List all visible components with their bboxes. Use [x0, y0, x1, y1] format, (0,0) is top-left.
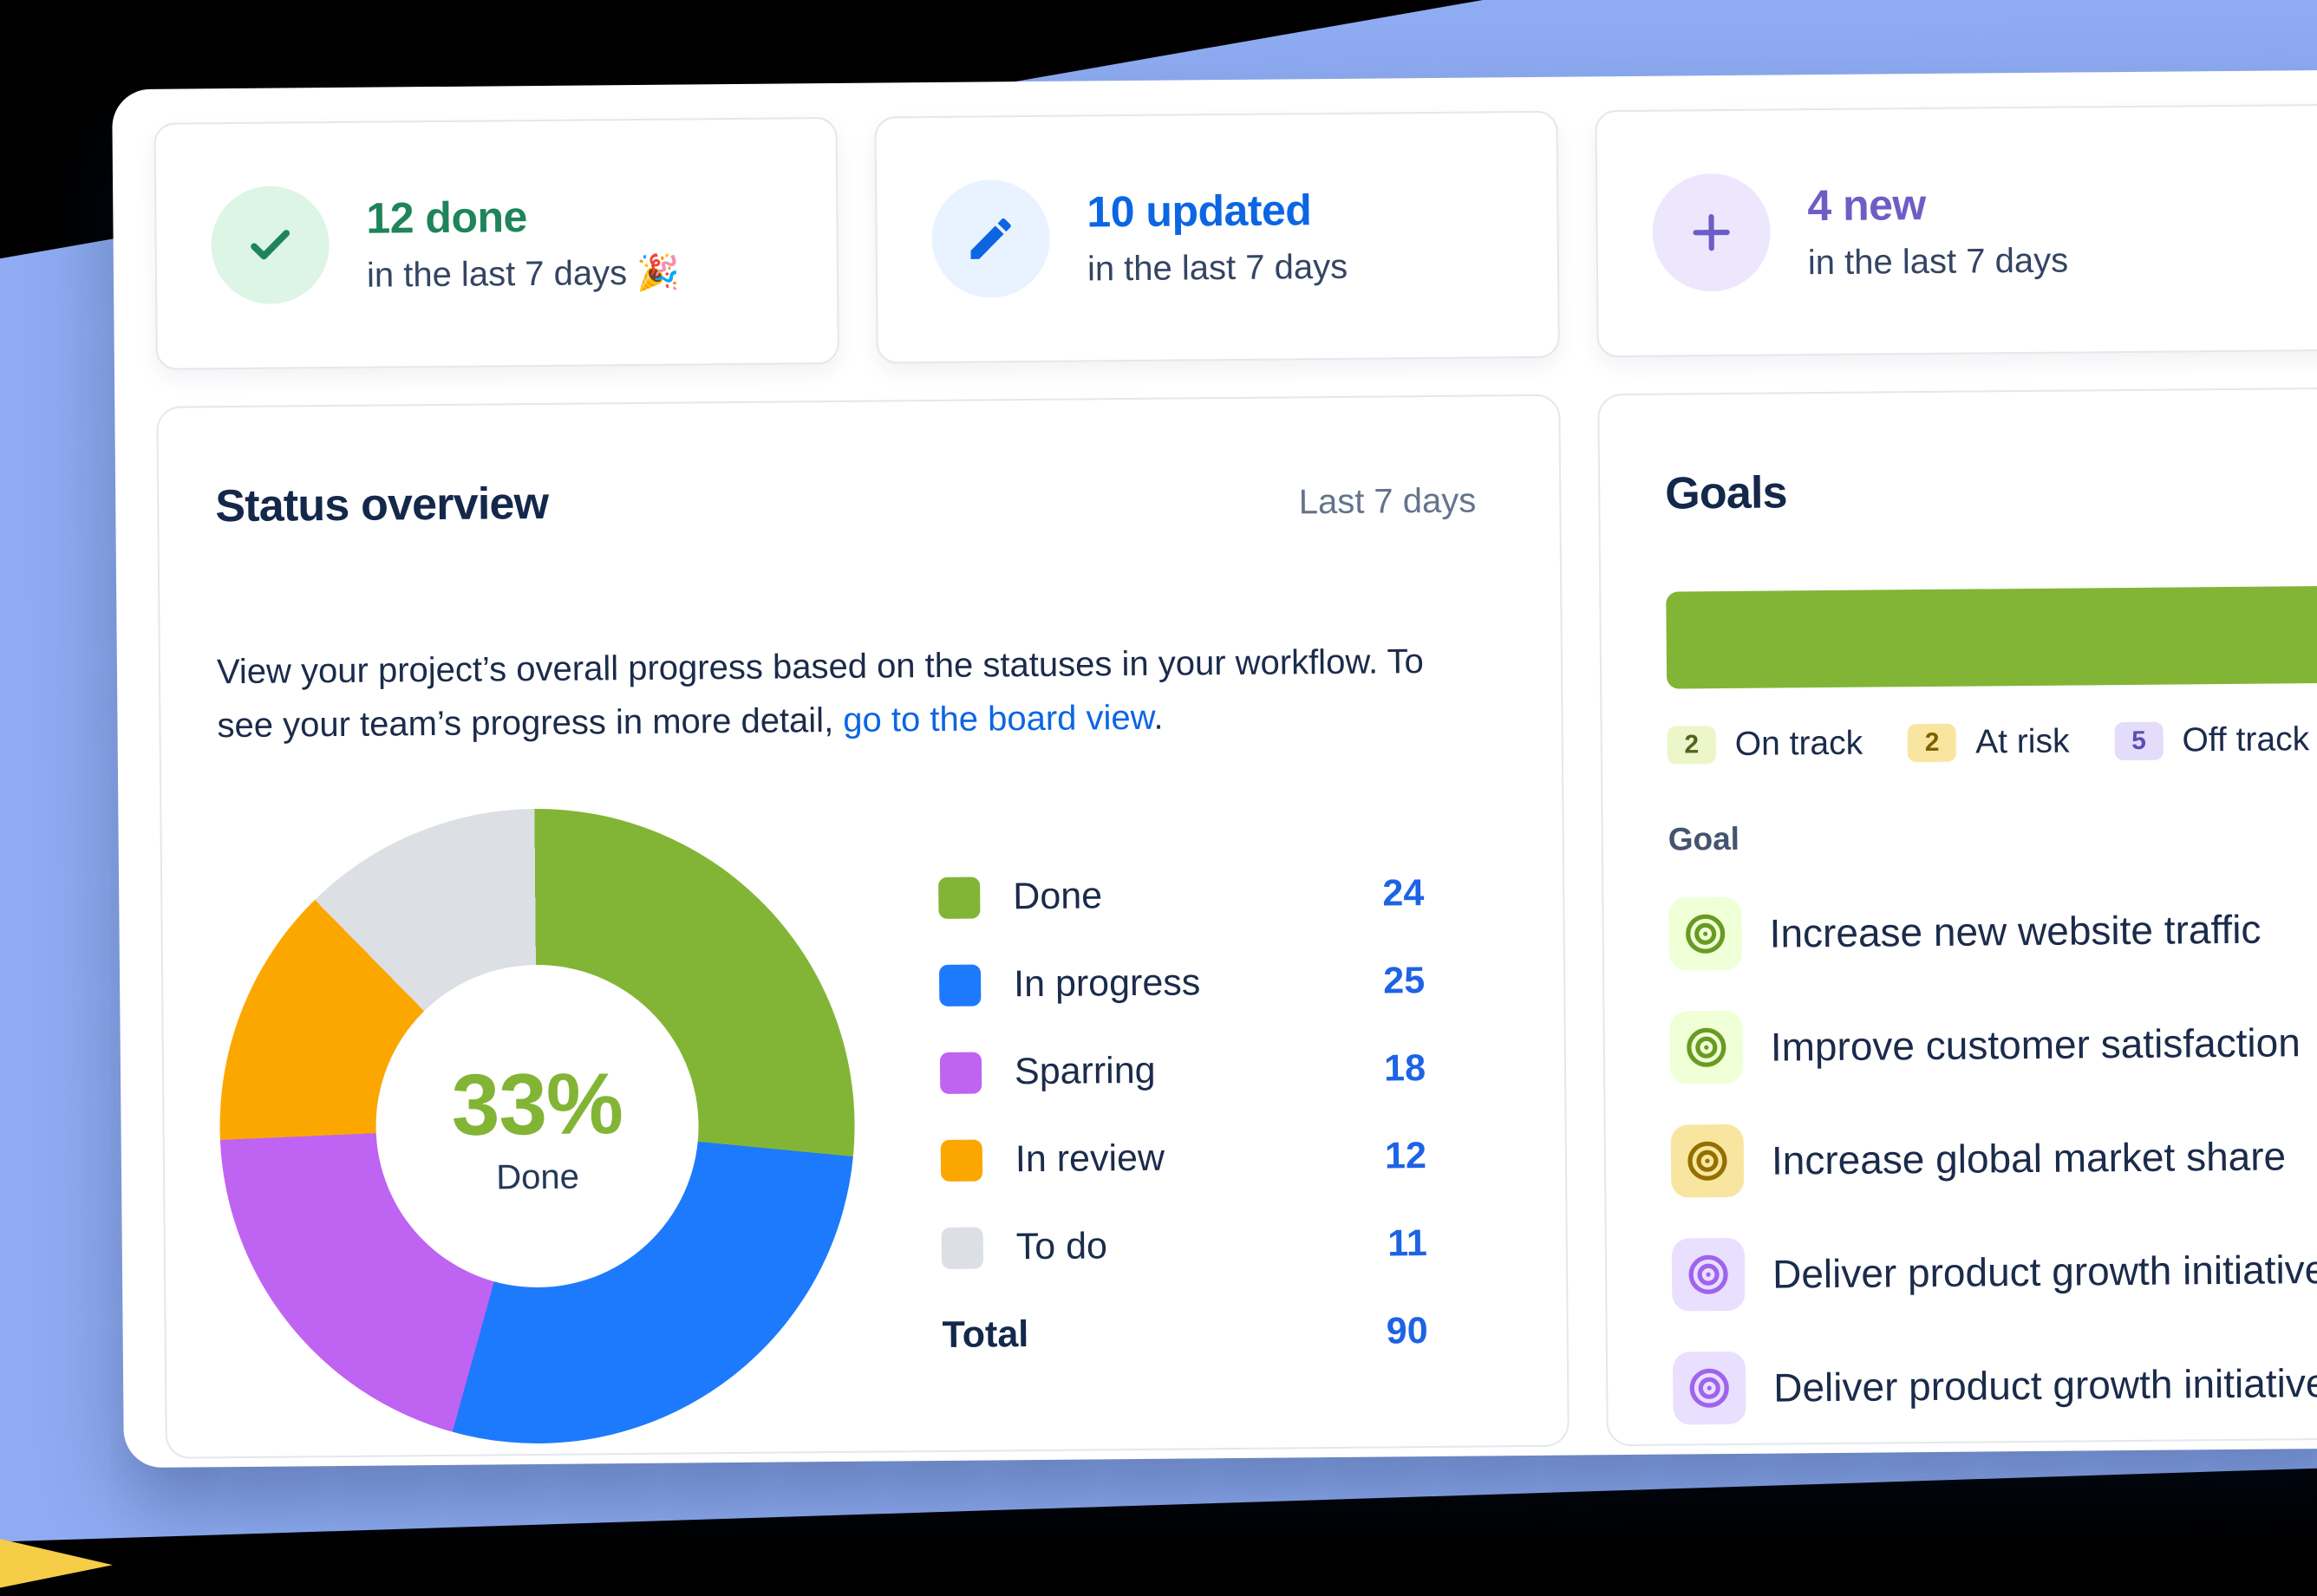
- legend-value: 18: [1383, 1047, 1426, 1090]
- stat-card-updated[interactable]: 10 updated in the last 7 days: [874, 110, 1560, 364]
- off-track-label: Off track: [2182, 720, 2310, 759]
- stat-updated-count: 10 updated: [1087, 186, 1312, 237]
- stat-text: 10 updated in the last 7 days: [1087, 184, 1348, 292]
- target-icon: [1668, 896, 1743, 971]
- legend-value: 11: [1387, 1222, 1427, 1265]
- stat-done-caption: in the last 7 days 🎉: [366, 253, 681, 295]
- legend-swatch-done: [938, 876, 981, 919]
- legend-total-label: Total: [942, 1313, 1029, 1356]
- check-icon: [211, 186, 330, 305]
- status-overview-panel: Status overview Last 7 days View your pr…: [156, 394, 1570, 1459]
- on-track-count-badge: 2: [1667, 726, 1716, 765]
- stat-text: 4 new in the last 7 days: [1807, 178, 2068, 286]
- legend-value: 24: [1382, 872, 1425, 915]
- on-track-label: On track: [1734, 724, 1863, 763]
- goal-row[interactable]: Deliver product growth initiatives: [1672, 1322, 2317, 1444]
- at-risk-count-badge: 2: [1907, 723, 1957, 763]
- stat-card-new[interactable]: 4 new in the last 7 days: [1595, 103, 2317, 358]
- legend-total-value: 90: [1386, 1310, 1428, 1352]
- legend-row-sparring: Sparring 18: [939, 1025, 1426, 1117]
- stat-new-count: 4 new: [1807, 179, 1927, 231]
- legend-swatch-sparring: [939, 1052, 982, 1094]
- at-risk-label: At risk: [1974, 722, 2070, 761]
- status-overview-title: Status overview: [215, 478, 549, 532]
- goal-label: Deliver product growth initiatives: [1772, 1246, 2317, 1297]
- goal-row[interactable]: Improve customer satisfaction: [1669, 981, 2317, 1104]
- target-icon: [1669, 1010, 1744, 1085]
- dashboard-card: 12 done in the last 7 days 🎉 10 updated …: [112, 69, 2317, 1469]
- period-label: Last 7 days: [1298, 481, 1477, 522]
- goals-status-legend: 2 On track 2 At risk 5 Off track: [1667, 720, 2317, 765]
- legend-label: In review: [1015, 1137, 1165, 1181]
- board-view-link[interactable]: go to the board view: [843, 698, 1154, 739]
- legend-row-done: Done 24: [938, 850, 1425, 941]
- stat-done-count: 12 done: [366, 192, 528, 243]
- legend-swatch-to-do: [941, 1227, 984, 1269]
- goal-label: Improve customer satisfaction: [1770, 1019, 2301, 1070]
- legend-row-total: Total 90: [942, 1287, 1428, 1379]
- stat-text: 12 done in the last 7 days 🎉: [366, 190, 680, 298]
- goal-row[interactable]: Increase global market share: [1670, 1095, 2317, 1217]
- legend-value: 25: [1383, 960, 1426, 1002]
- background-yellow-accent: [0, 1539, 113, 1588]
- status-overview-description: View your project’s overall progress bas…: [217, 635, 1449, 752]
- stat-card-done[interactable]: 12 done in the last 7 days 🎉: [153, 116, 839, 370]
- pencil-icon: [931, 179, 1051, 298]
- goal-row[interactable]: Deliver product growth initiatives: [1671, 1208, 2317, 1331]
- status-donut-chart[interactable]: 33% Done: [217, 805, 858, 1447]
- description-suffix: .: [1153, 698, 1164, 737]
- legend-label: Done: [1013, 875, 1103, 918]
- goal-row[interactable]: Increase new website traffic: [1668, 868, 2317, 990]
- legend-swatch-in-review: [940, 1139, 983, 1182]
- legend-swatch-in-progress: [938, 964, 982, 1006]
- goal-label: Increase new website traffic: [1769, 906, 2262, 956]
- legend-label: Sparring: [1014, 1049, 1156, 1093]
- goals-progress-bar: [1666, 585, 2317, 689]
- off-track-count-badge: 5: [2114, 721, 2164, 761]
- status-legend: Done 24 In progress 25 Sparring 18 In re…: [938, 850, 1428, 1379]
- legend-row-in-progress: In progress 25: [938, 937, 1426, 1029]
- stat-updated-caption: in the last 7 days: [1087, 247, 1348, 289]
- goal-label: Deliver product growth initiatives: [1773, 1359, 2317, 1410]
- plus-icon: [1652, 173, 1772, 292]
- donut-center: 33% Done: [374, 963, 701, 1289]
- goals-panel: Goals 2 On track 2 At risk 5 Off track G…: [1597, 387, 2317, 1447]
- target-icon: [1670, 1124, 1745, 1198]
- stat-new-caption: in the last 7 days: [1807, 241, 2069, 283]
- goal-list: Increase new website traffic Improve cus…: [1668, 868, 2317, 1444]
- legend-row-to-do: To do 11: [941, 1200, 1427, 1292]
- legend-row-in-review: In review 12: [940, 1112, 1426, 1204]
- target-icon: [1672, 1351, 1746, 1425]
- legend-label: To do: [1015, 1225, 1108, 1268]
- target-icon: [1671, 1237, 1746, 1312]
- donut-center-percent: 33%: [451, 1055, 623, 1154]
- goal-label: Increase global market share: [1771, 1132, 2287, 1183]
- donut-center-caption: Done: [496, 1157, 580, 1197]
- legend-label: In progress: [1013, 961, 1201, 1006]
- description-text: View your project’s overall progress bas…: [216, 642, 1424, 746]
- goals-title: Goals: [1664, 467, 1787, 519]
- legend-value: 12: [1384, 1135, 1427, 1177]
- goal-column-header: Goal: [1668, 820, 1740, 857]
